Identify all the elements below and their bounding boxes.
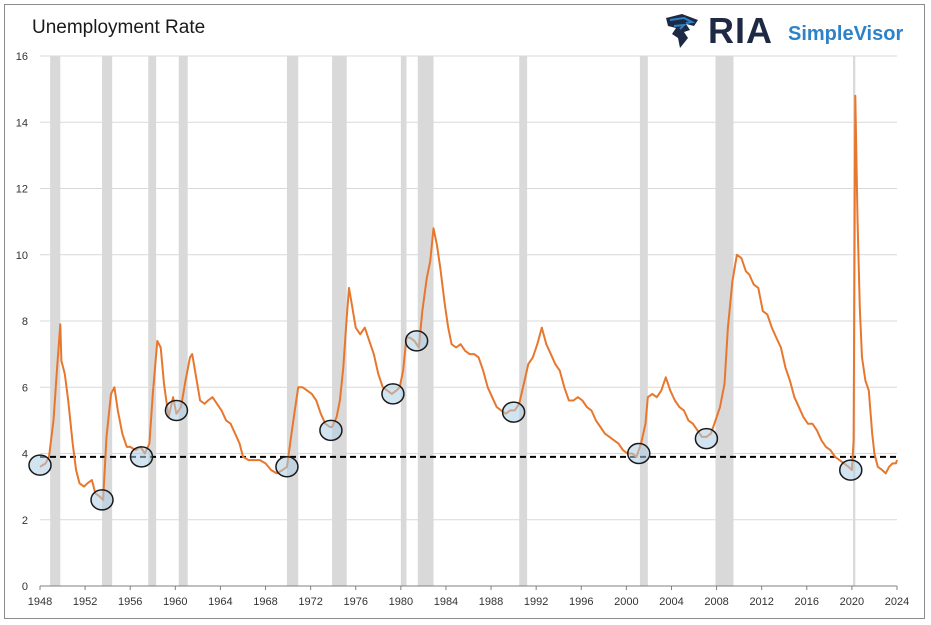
x-tick-label: 1992 <box>524 596 548 608</box>
circled-point <box>164 399 189 422</box>
x-tick-label: 2000 <box>614 596 638 608</box>
eagle-icon <box>666 14 698 48</box>
x-tick-labels: 1948 1952 1956 1960 1964 1968 1972 1976 1980 1984… <box>28 596 909 608</box>
y-tick-label: 14 <box>16 117 28 129</box>
x-tick-label: 2024 <box>885 596 909 608</box>
y-tick-label: 16 <box>16 51 28 63</box>
circled-point <box>694 427 719 450</box>
gridlines <box>40 55 897 521</box>
x-tick-label: 1960 <box>163 596 187 608</box>
y-tick-label: 6 <box>22 382 28 394</box>
circled-points <box>28 330 863 511</box>
unemployment-rate-line <box>39 94 898 501</box>
logo-product-text: SimpleVisor <box>788 23 904 45</box>
x-tick-label: 1964 <box>208 596 232 608</box>
y-tick-labels: 0 2 4 6 8 10 12 14 16 <box>16 51 28 593</box>
circled-point <box>275 456 299 478</box>
y-tick-label: 2 <box>22 515 28 527</box>
series-group <box>39 94 898 501</box>
circled-point <box>129 446 154 468</box>
x-tick-label: 1956 <box>118 596 142 608</box>
circled-point <box>381 383 405 405</box>
circled-point <box>627 442 651 465</box>
y-tick-label: 4 <box>22 449 28 461</box>
chart-frame <box>4 4 925 619</box>
x-tick-label: 1988 <box>479 596 503 608</box>
y-tick-label: 0 <box>22 581 28 593</box>
axes <box>39 585 898 590</box>
x-tick-label: 2004 <box>659 596 683 608</box>
circled-point <box>90 489 114 511</box>
x-tick-label: 1976 <box>343 596 367 608</box>
x-tick-label: 1968 <box>253 596 277 608</box>
logo-mark-text: RIA <box>708 10 773 51</box>
circled-point <box>319 419 343 442</box>
x-tick-label: 1996 <box>569 596 593 608</box>
circled-point <box>28 454 52 476</box>
x-tick-label: 1980 <box>389 596 413 608</box>
x-tick-label: 1972 <box>298 596 322 608</box>
y-tick-label: 10 <box>16 250 28 262</box>
y-tick-label: 8 <box>22 316 28 328</box>
chart-title: Unemployment Rate <box>32 17 206 38</box>
circled-point <box>404 330 429 352</box>
circled-point <box>501 401 526 423</box>
x-tick-label: 1952 <box>73 596 97 608</box>
x-tick-label: 2008 <box>704 596 728 608</box>
y-tick-label: 12 <box>16 184 28 196</box>
x-tick-label: 2020 <box>840 596 864 608</box>
x-tick-label: 1984 <box>434 596 458 608</box>
ria-simplevisor-logo: RIA SimpleVisor <box>664 10 909 51</box>
x-tick-label: 2016 <box>795 596 819 608</box>
x-tick-label: 2012 <box>749 596 773 608</box>
x-tick-label: 1948 <box>28 596 52 608</box>
circled-point <box>839 459 863 481</box>
